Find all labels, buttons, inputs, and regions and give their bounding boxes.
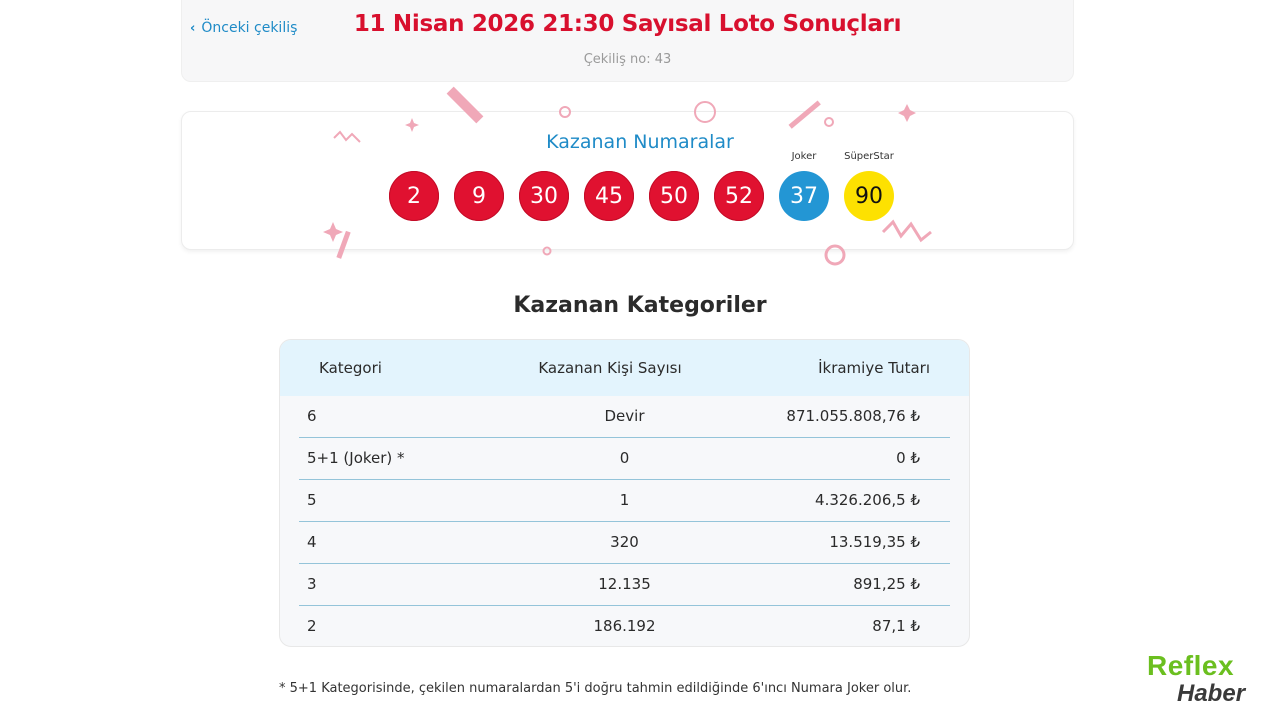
table-row: 2 186.192 87,1 ₺ [307,617,920,635]
number-ball: 45 [584,171,634,221]
joker-label: Joker [791,151,817,162]
chevron-left-icon: ‹ [190,20,196,36]
table-header: Kategori Kazanan Kişi Sayısı İkramiye Tu… [280,340,969,396]
winning-numbers-title: Kazanan Numaralar [546,131,734,153]
table-row: 3 12.135 891,25 ₺ [299,564,950,606]
previous-draw-link[interactable]: ‹ Önceki çekiliş [190,20,297,36]
previous-draw-label: Önceki çekiliş [201,20,298,36]
table-row: 5 1 4.326.206,5 ₺ [299,480,950,522]
superstar-ball: SüperStar 90 [844,151,894,221]
logo-bottom-text: Haber [1177,680,1246,707]
number-ball: 2 [389,171,439,221]
joker-ball: Joker 37 [779,151,829,221]
footnote: * 5+1 Kategorisinde, çekilen numaralarda… [279,681,912,696]
winning-numbers-list: 2 9 30 45 50 52 Joker 37 SüperStar 90 [389,151,894,221]
page-title: 11 Nisan 2026 21:30 Sayısal Loto Sonuçla… [353,11,902,37]
table-row: 5+1 (Joker) * 0 0 ₺ [299,438,950,480]
superstar-label: SüperStar [844,151,894,162]
header-prize: İkramiye Tutarı [818,359,930,377]
number-ball: 30 [519,171,569,221]
logo-top-text: Reflex [1147,650,1235,681]
reflex-haber-logo: Reflex Haber [1147,651,1267,707]
draw-number: Çekiliş no: 43 [583,52,672,67]
number-ball: 52 [714,171,764,221]
header-category: Kategori [319,359,382,377]
draw-header: ‹ Önceki çekiliş 11 Nisan 2026 21:30 Say… [181,0,1074,82]
categories-title: Kazanan Kategoriler [513,293,767,318]
table-row: 4 320 13.519,35 ₺ [299,522,950,564]
table-row: 6 Devir 871.055.808,76 ₺ [299,396,950,438]
categories-table: Kategori Kazanan Kişi Sayısı İkramiye Tu… [279,339,970,647]
number-ball: 9 [454,171,504,221]
header-winners: Kazanan Kişi Sayısı [538,359,682,377]
number-ball: 50 [649,171,699,221]
